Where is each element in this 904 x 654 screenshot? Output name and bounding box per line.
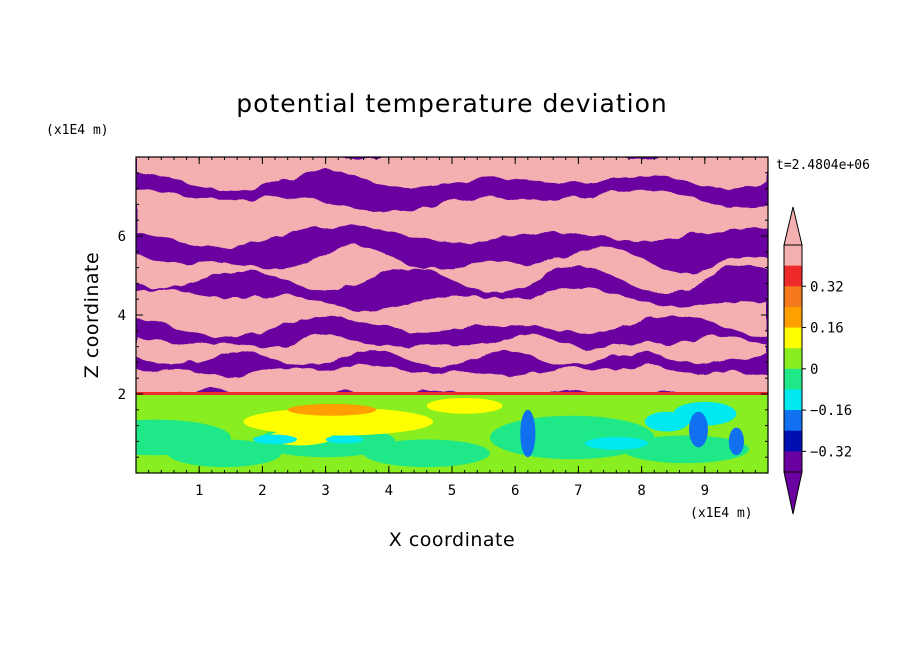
x-tick-label: 4 [385,483,393,499]
lower-blob [728,427,744,456]
y-tick-label: 4 [118,308,126,324]
upper-bands [136,157,768,400]
lower-blob [689,411,708,448]
lower-blob [252,434,298,445]
colorbar-swatch [784,389,802,411]
warm-band [136,364,768,400]
colorbar-swatch [784,327,802,349]
lower-blob [584,437,648,450]
x-tick-label: 9 [701,483,709,499]
colorbar-swatch [784,286,802,308]
warm-band [136,189,768,248]
lower-blob [167,439,282,468]
lower-blob [622,435,750,464]
lower-blob [243,407,434,436]
colorbar-tick-label: 0.32 [810,279,844,295]
colorbar: 0.32 0.16 0 −0.16 −0.32 [783,206,852,515]
x-tick-label: 5 [448,483,456,499]
x-tick-label: 2 [258,483,266,499]
colorbar-swatch [784,245,802,267]
warm-band [136,245,768,294]
colorbar-extend-high [783,206,803,246]
colorbar-swatch [784,306,802,328]
colorbar-swatch [784,265,802,287]
y-axis-label: Z coordinate [81,252,103,378]
x-tick-label: 7 [574,483,582,499]
y-axis: 2 4 6 [118,172,768,458]
warm-band [136,157,768,191]
lower-blob [287,403,377,416]
colorbar-swatch [784,410,802,432]
colorbar-tick-label: −0.16 [810,403,852,419]
heatmap-field [136,157,768,473]
y-unit-label: (x1E4 m) [46,123,109,138]
warm-band [136,288,768,339]
y-tick-label: 2 [118,387,126,403]
colorbar-swatch [784,430,802,452]
time-label: t=2.4804e+06 [776,158,870,173]
x-tick-label: 1 [195,483,203,499]
colorbar-tick-label: −0.32 [810,444,852,460]
lower-blob [520,409,536,458]
interface-line [136,392,768,395]
colorbar-swatch [784,368,802,390]
lower-blob [363,439,490,468]
colorbar-tick-label: 0.16 [810,321,844,337]
x-unit-label: (x1E4 m) [690,506,753,521]
lower-blob [325,435,364,444]
y-tick-label: 6 [118,229,126,245]
lower-layer [136,392,768,473]
x-tick-label: 6 [511,483,519,499]
lower-blob [673,401,737,426]
chart-title: potential temperature deviation [236,89,667,118]
colorbar-extend-low [783,471,803,515]
warm-band [136,334,768,367]
colorbar-swatch [784,451,802,473]
colorbar-swatch [784,348,802,370]
lower-blob [426,397,503,414]
colorbar-tick-label: 0 [810,362,818,378]
x-axis: 1 2 3 4 5 6 7 8 9 [148,157,769,499]
x-tick-label: 3 [321,483,329,499]
x-axis-label: X coordinate [389,529,515,551]
x-tick-label: 8 [637,483,645,499]
